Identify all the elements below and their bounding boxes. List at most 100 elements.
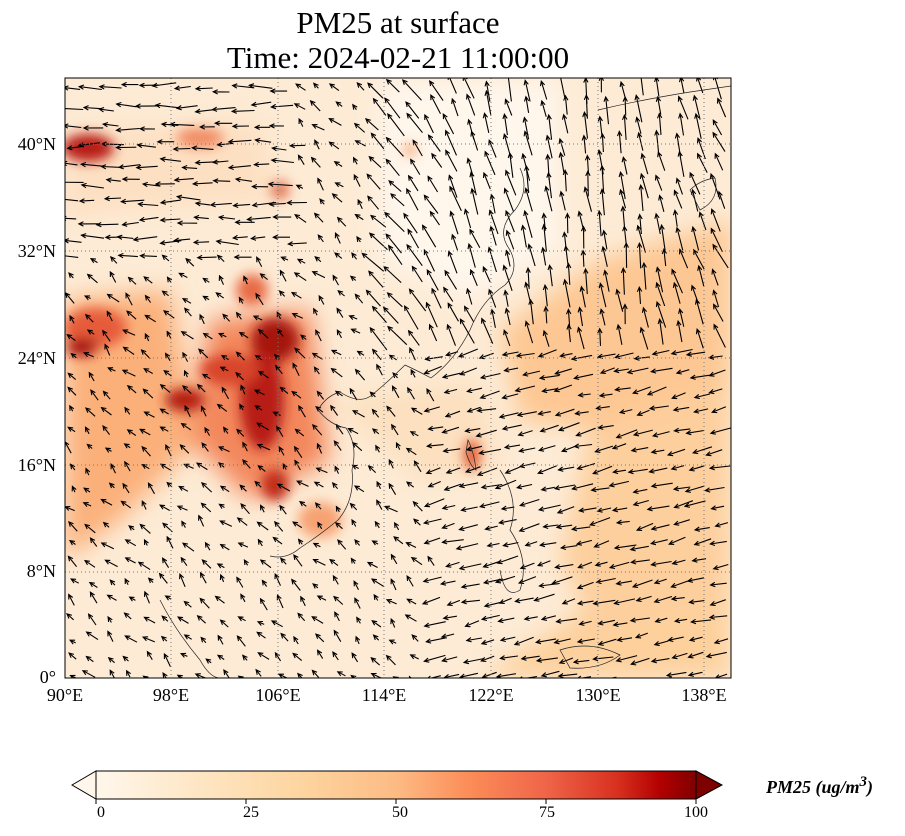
wind-vector	[333, 160, 343, 167]
wind-vector	[287, 241, 307, 247]
wind-vector	[623, 241, 629, 268]
wind-vector	[482, 112, 490, 134]
wind-vector	[296, 258, 306, 264]
wind-vector	[316, 390, 325, 400]
wind-vector	[143, 590, 151, 604]
wind-vector	[657, 318, 664, 345]
wind-vector	[634, 632, 648, 639]
wind-vector	[661, 248, 667, 267]
wind-vector	[252, 315, 263, 321]
wind-vector	[518, 498, 540, 507]
wind-vector	[517, 430, 533, 437]
wind-vector	[298, 404, 306, 418]
colorbar-extend-high	[695, 770, 724, 800]
wind-vector	[385, 136, 404, 157]
wind-vector	[236, 517, 248, 526]
wind-vector	[544, 185, 553, 212]
wind-vector	[125, 292, 133, 306]
wind-vector	[216, 563, 225, 569]
wind-vector	[158, 504, 170, 511]
wind-vector	[481, 317, 494, 344]
wind-vector	[393, 536, 404, 545]
wind-vector	[334, 232, 341, 244]
wind-vector	[100, 498, 113, 506]
wind-vector	[479, 390, 500, 399]
wind-vector	[261, 579, 268, 587]
wind-vector	[677, 95, 689, 120]
wind-vector	[173, 177, 194, 183]
wind-vector	[646, 505, 670, 512]
wind-vector	[611, 507, 628, 513]
wind-vector	[672, 281, 681, 304]
wind-vector	[294, 347, 306, 359]
wind-vector	[615, 429, 638, 439]
wind-vector	[673, 519, 690, 526]
wind-vector	[597, 327, 603, 346]
wind-vector	[408, 288, 427, 312]
wind-vector	[708, 614, 728, 620]
lon-tick-label: 114°E	[361, 685, 407, 705]
wind-vector	[329, 558, 339, 567]
wind-vector	[598, 392, 613, 398]
wind-vector	[505, 209, 515, 233]
wind-vector	[650, 482, 673, 489]
wind-vector	[599, 132, 606, 153]
wind-vector	[311, 271, 326, 279]
wind-vector	[407, 386, 415, 400]
wind-vector	[124, 406, 131, 415]
wind-vector	[66, 613, 74, 621]
wind-vector	[107, 630, 114, 642]
wind-vector	[80, 182, 104, 189]
wind-vector	[428, 80, 444, 101]
wind-vector	[257, 370, 269, 379]
wind-vector	[219, 485, 230, 493]
wind-vector	[115, 144, 137, 151]
wind-vector	[147, 577, 154, 584]
wind-vector	[639, 172, 649, 199]
wind-vector	[709, 427, 731, 435]
wind-vector	[557, 466, 575, 472]
wind-vector	[117, 252, 138, 259]
wind-vector	[334, 611, 340, 622]
wind-vector	[554, 564, 574, 570]
wind-vector	[515, 352, 535, 359]
wind-vector	[106, 594, 117, 601]
wind-vector	[293, 272, 307, 282]
wind-vector	[159, 199, 181, 205]
wind-vector	[650, 658, 670, 664]
wind-vector	[162, 310, 175, 319]
wind-vector	[630, 447, 649, 453]
wind-vector	[649, 539, 668, 546]
wind-vector	[692, 446, 713, 455]
wind-vector	[332, 651, 339, 661]
wind-vector	[273, 520, 284, 532]
wind-vector	[213, 120, 233, 126]
wind-vector	[211, 159, 229, 165]
wind-vector	[541, 387, 558, 394]
wind-vector	[351, 410, 365, 418]
wind-vector	[238, 331, 249, 339]
wind-vector	[504, 98, 513, 116]
wind-vector	[514, 597, 534, 604]
lat-tick-label: 40°N	[17, 134, 56, 154]
wind-vector	[86, 443, 93, 450]
wind-vector	[520, 224, 527, 248]
wind-vector	[274, 572, 282, 586]
wind-vector	[319, 198, 325, 205]
wind-vector	[653, 578, 667, 585]
wind-vector	[689, 374, 710, 380]
wind-vector	[501, 393, 519, 400]
wind-vector	[273, 353, 280, 360]
wind-vector	[331, 193, 343, 203]
wind-vector	[159, 384, 171, 393]
wind-vector	[70, 352, 77, 359]
wind-vector	[85, 655, 94, 663]
wind-vector	[465, 287, 473, 305]
wind-vector	[410, 556, 423, 566]
wind-vector	[217, 214, 236, 221]
wind-vector	[426, 388, 435, 402]
wind-vector	[68, 593, 75, 606]
wind-vector	[109, 669, 115, 678]
wind-vector	[107, 656, 115, 664]
wind-vector	[523, 95, 530, 113]
